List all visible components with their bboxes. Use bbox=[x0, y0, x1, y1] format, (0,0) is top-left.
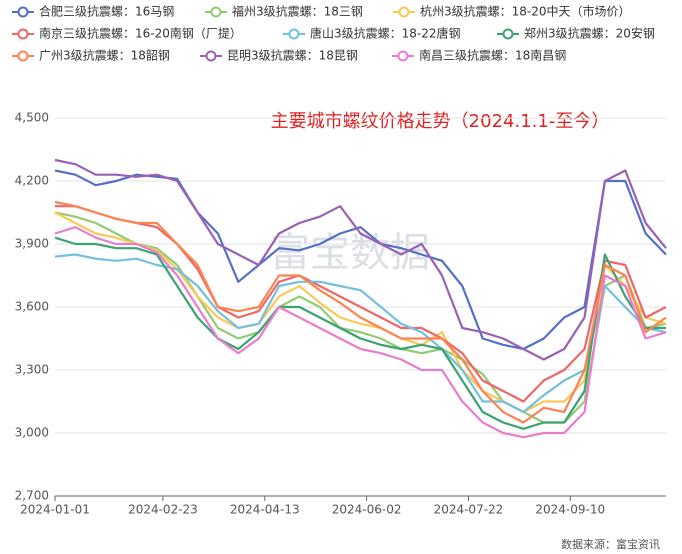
legend-marker bbox=[17, 28, 29, 40]
line bbox=[54, 253, 667, 414]
legend-marker bbox=[288, 28, 300, 40]
legend-label: 郑州3级抗震螺：20安钢 bbox=[524, 26, 655, 41]
legend-label: 杭州3级抗震螺：18-20中天（市场价） bbox=[420, 4, 631, 19]
legend-marker bbox=[397, 50, 409, 62]
x-tick-label: 2024-04-13 bbox=[230, 503, 300, 517]
y-tick-label: 2,700 bbox=[15, 489, 49, 503]
source-note: 数据来源：富宝资讯 bbox=[561, 537, 660, 551]
x-tick-label: 2024-09-10 bbox=[535, 503, 605, 517]
legend-label: 昆明3级抗震螺：18昆钢 bbox=[227, 48, 358, 63]
y-tick-label: 3,900 bbox=[15, 237, 49, 251]
legend-label: 南昌三级抗震螺：18南昌钢 bbox=[419, 48, 566, 63]
legend-marker bbox=[205, 50, 217, 62]
legend-label: 广州3级抗震螺：18韶钢 bbox=[39, 48, 170, 63]
legend-marker bbox=[398, 6, 410, 18]
legend-label: 南京三级抗震螺：16-20南钢（厂提） bbox=[39, 26, 242, 41]
chart-title: 主要城市螺纹价格走势（2024.1.1-至今） bbox=[271, 111, 610, 132]
line bbox=[54, 169, 667, 351]
legend-label: 唐山3级抗震螺：18-22唐钢 bbox=[310, 26, 461, 41]
line bbox=[54, 226, 667, 439]
x-tick-label: 2024-02-23 bbox=[128, 503, 198, 517]
y-tick-label: 4,500 bbox=[15, 111, 49, 125]
y-tick-label: 4,200 bbox=[15, 174, 49, 188]
legend-marker bbox=[17, 6, 29, 18]
line bbox=[54, 200, 667, 424]
line bbox=[54, 236, 666, 430]
legend-marker bbox=[502, 28, 514, 40]
x-tick-label: 2024-01-01 bbox=[20, 503, 90, 517]
line bbox=[54, 158, 667, 361]
y-tick-label: 3,300 bbox=[15, 363, 49, 377]
line bbox=[55, 205, 667, 403]
x-tick-label: 2024-06-02 bbox=[332, 503, 402, 517]
legend-marker bbox=[210, 6, 222, 18]
x-tick-label: 2024-07-22 bbox=[434, 503, 504, 517]
legend-label: 合肥三级抗震螺：16马钢 bbox=[39, 4, 174, 19]
y-tick-label: 3,000 bbox=[15, 426, 49, 440]
line bbox=[54, 211, 667, 414]
legend-label: 福州3级抗震螺：18三钢 bbox=[232, 4, 363, 19]
legend-marker bbox=[17, 50, 29, 62]
y-tick-label: 3,600 bbox=[15, 300, 49, 314]
